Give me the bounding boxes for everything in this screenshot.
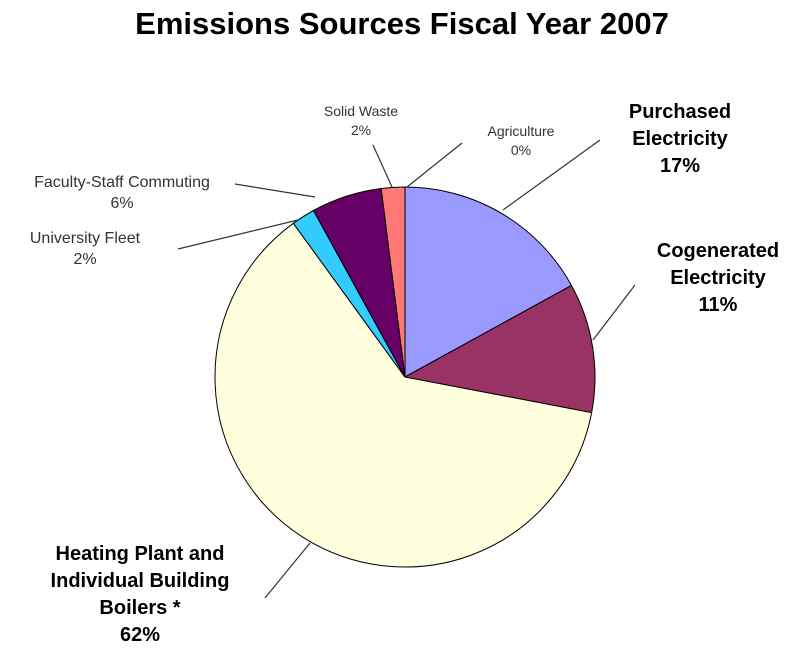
pie-slice-purchased-electricity <box>404 186 573 378</box>
slice-label-cogenerated-electricity: Cogenerated Electricity 11% <box>657 240 779 316</box>
pie-slice-heating-plant-and-individual-building-boilers <box>214 222 593 568</box>
slice-label-heating-plant-and-individual-building-boilers: Heating Plant and Individual Building Boil… <box>51 543 230 646</box>
leader-line-solid-waste <box>372 144 393 188</box>
pie-slice-cogenerated-electricity <box>403 284 596 414</box>
slice-label-faculty-staff-commuting: Faculty-Staff Commuting 6% <box>34 174 210 212</box>
slice-label-agriculture: Agriculture 0% <box>488 123 555 158</box>
leader-line-heating-plant-and-individual-building-boilers <box>264 542 311 599</box>
leader-line-purchased-electricity <box>502 139 601 211</box>
chart-title: Emissions Sources Fiscal Year 2007 <box>135 6 669 41</box>
pie-slice-solid-waste <box>380 186 406 378</box>
slice-label-university-fleet: University Fleet 2% <box>30 230 141 268</box>
leader-line-agriculture <box>406 142 463 188</box>
leader-line-university-fleet <box>177 219 299 250</box>
leader-line-faculty-staff-commuting <box>234 183 316 198</box>
leader-line-cogenerated-electricity <box>592 284 636 341</box>
slice-label-solid-waste: Solid Waste 2% <box>324 103 398 138</box>
slice-label-purchased-electricity: Purchased Electricity 17% <box>629 101 731 177</box>
